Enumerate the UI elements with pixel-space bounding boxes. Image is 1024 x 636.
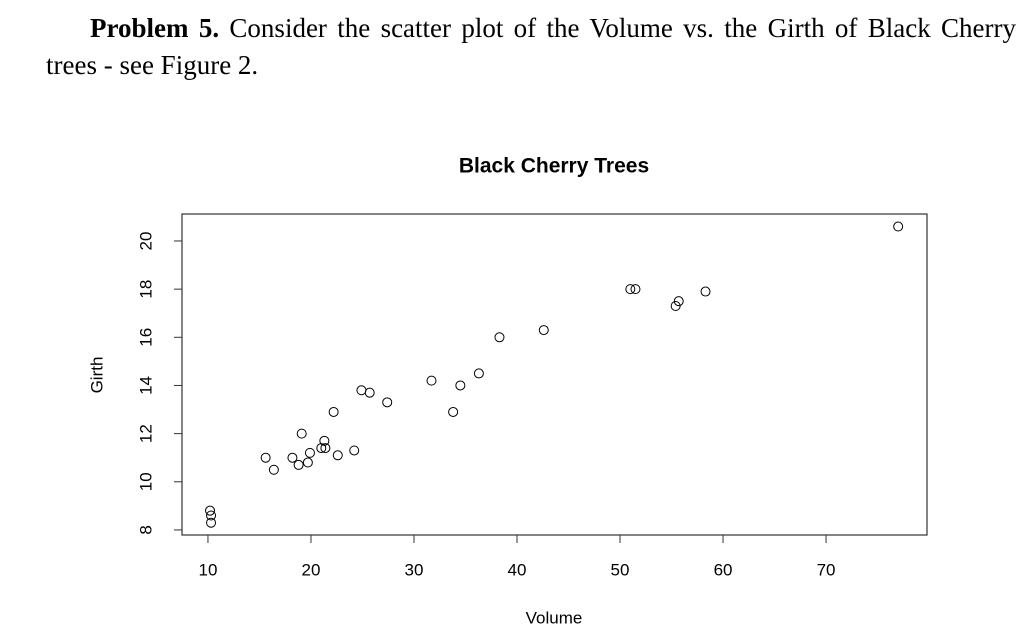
point (296, 428, 307, 439)
point (630, 284, 641, 295)
x-tick-label: 10 (198, 560, 217, 579)
point (206, 510, 217, 521)
x-tick-label: 70 (817, 560, 836, 579)
x-tick-label: 20 (302, 560, 321, 579)
point (700, 286, 711, 297)
point (304, 447, 315, 458)
point (893, 221, 904, 232)
point (356, 385, 367, 396)
y-tick-label: 18 (136, 280, 155, 299)
problem-body: Consider the scatter plot of the Volume … (46, 13, 1017, 80)
point (319, 435, 330, 446)
point (205, 505, 216, 516)
point (302, 457, 313, 468)
x-tick-label: 50 (611, 560, 630, 579)
y-tick-label: 8 (136, 525, 155, 534)
x-tick-label: 60 (714, 560, 733, 579)
point (625, 284, 636, 295)
point (293, 459, 304, 470)
point (670, 300, 681, 311)
problem-text: Problem 5. Consider the scatter plot of … (46, 10, 1016, 84)
point (448, 406, 459, 417)
point (328, 406, 339, 417)
point (260, 452, 271, 463)
point (287, 452, 298, 463)
point (473, 368, 484, 379)
point (494, 332, 505, 343)
point (455, 380, 466, 391)
chart-title: Black Cherry Trees (459, 155, 649, 178)
point (426, 375, 437, 386)
point (268, 464, 279, 475)
point (206, 517, 217, 528)
x-axis-label: Volume (526, 608, 583, 627)
y-axis-label: Girth (87, 357, 106, 394)
problem-heading: Problem 5. (90, 13, 220, 43)
y-tick-label: 14 (136, 376, 155, 395)
point (332, 450, 343, 461)
point (382, 397, 393, 408)
x-tick-label: 30 (405, 560, 424, 579)
point (349, 445, 360, 456)
point (673, 296, 684, 307)
y-tick-label: 10 (136, 472, 155, 491)
y-tick-label: 12 (136, 424, 155, 443)
x-tick-label: 40 (508, 560, 527, 579)
point (320, 443, 331, 454)
plot-frame (181, 213, 928, 536)
point (364, 387, 375, 398)
y-tick-label: 16 (136, 328, 155, 347)
point (538, 325, 549, 336)
point (316, 443, 327, 454)
y-tick-label: 20 (136, 232, 155, 251)
